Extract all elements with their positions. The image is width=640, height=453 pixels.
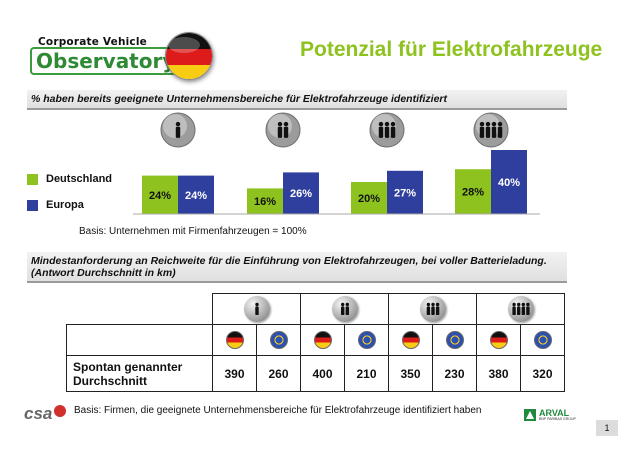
row-label-line1: Spontan genannter: [73, 359, 183, 374]
bar-label-europa-1: 24%: [185, 190, 207, 202]
table-cell: 380: [476, 355, 521, 392]
eu-flag-icon: [269, 331, 288, 349]
bar-label-europa-4: 40%: [498, 177, 520, 189]
csa-logo-text: csa: [24, 404, 53, 423]
people-4-icon: [507, 296, 534, 322]
bar-label-europa-3: 27%: [394, 187, 416, 199]
section2-heading: Mindestanforderung an Reichweite für die…: [31, 255, 547, 279]
table-cell: 260: [256, 355, 301, 392]
eu-flag-icon: [533, 331, 552, 349]
germany-flag-icon: [225, 331, 244, 349]
table-cell: 350: [388, 355, 433, 392]
germany-flag-icon: [489, 331, 508, 349]
section1-heading: % haben bereits geeignete Unternehmensbe…: [31, 93, 448, 105]
bar-label-deutschland-1: 24%: [149, 190, 171, 202]
bar-label-deutschland-2: 16%: [254, 196, 276, 208]
table-header-4: [476, 293, 565, 325]
bar-deutschland-3: [351, 182, 387, 214]
bar-deutschland-4: [455, 169, 491, 214]
bar-europa-2: [283, 172, 319, 214]
person-icon: [160, 112, 196, 148]
logo-line1: Corporate Vehicle: [38, 36, 147, 48]
section2-heading-bar: Mindestanforderung an Reichweite für die…: [27, 252, 567, 283]
table-cell: 230: [432, 355, 477, 392]
germany-flag-icon: [165, 32, 213, 80]
section2-heading-line2: (Antwort Durchschnitt in km): [31, 267, 176, 279]
people-4-icon: [473, 112, 509, 148]
table-flag-row: [66, 324, 565, 356]
range-requirement-table: Spontan genannter Durchschnitt 390 260 4…: [66, 293, 565, 392]
bar-europa-4: [491, 150, 527, 214]
csa-logo-mark: [54, 405, 67, 417]
section2-basis: Basis: Firmen, die geeignete Unternehmen…: [74, 405, 482, 416]
bar-europa-1: [178, 175, 214, 214]
table-cell: 320: [520, 355, 565, 392]
row-label: Spontan genannter Durchschnitt: [66, 355, 213, 392]
table-header-1: [212, 293, 301, 325]
legend-swatch-europa: [27, 200, 38, 211]
table-cell: 210: [344, 355, 389, 392]
table-row: Spontan genannter Durchschnitt 390 260 4…: [66, 355, 565, 392]
eu-flag-icon: [445, 331, 464, 349]
arval-text: ARVAL: [539, 408, 570, 418]
legend-swatch-deutschland: [27, 174, 38, 185]
bar-label-europa-2: 26%: [290, 188, 312, 200]
arval-mark: [524, 409, 536, 421]
people-3-icon: [369, 112, 405, 148]
legend-label-europa: Europa: [46, 199, 84, 211]
legend-label-deutschland: Deutschland: [46, 173, 113, 185]
people-3-icon: [419, 296, 446, 322]
arval-subtext: BNP PARIBAS GROUP: [539, 417, 576, 421]
section2-heading-line1: Mindestanforderung an Reichweite für die…: [31, 255, 547, 267]
arval-logo: ARVAL BNP PARIBAS GROUP: [524, 408, 576, 424]
section1-basis: Basis: Unternehmen mit Firmenfahrzeugen …: [79, 226, 307, 237]
table-header-2: [300, 293, 389, 325]
bar-europa-3: [387, 170, 423, 214]
people-2-icon: [331, 296, 358, 322]
person-icon: [243, 296, 270, 322]
table-header-3: [388, 293, 477, 325]
page-title: Potenzial für Elektrofahrzeuge: [300, 38, 603, 61]
row-label-line2: Durchschnitt: [73, 373, 148, 388]
table-cell: 400: [300, 355, 345, 392]
table-cell: 390: [212, 355, 257, 392]
section1-heading-bar: % haben bereits geeignete Unternehmensbe…: [27, 90, 567, 110]
bar-label-deutschland-3: 20%: [358, 193, 380, 205]
bar-deutschland-1: [142, 175, 178, 214]
germany-flag-icon: [313, 331, 332, 349]
table-icon-row: [67, 293, 565, 325]
germany-flag-icon: [401, 331, 420, 349]
bar-label-deutschland-4: 28%: [462, 187, 484, 199]
page-number: 1: [596, 420, 618, 436]
people-2-icon: [265, 112, 301, 148]
csa-logo: csa: [24, 404, 67, 424]
bar-deutschland-2: [247, 188, 283, 214]
eu-flag-icon: [357, 331, 376, 349]
